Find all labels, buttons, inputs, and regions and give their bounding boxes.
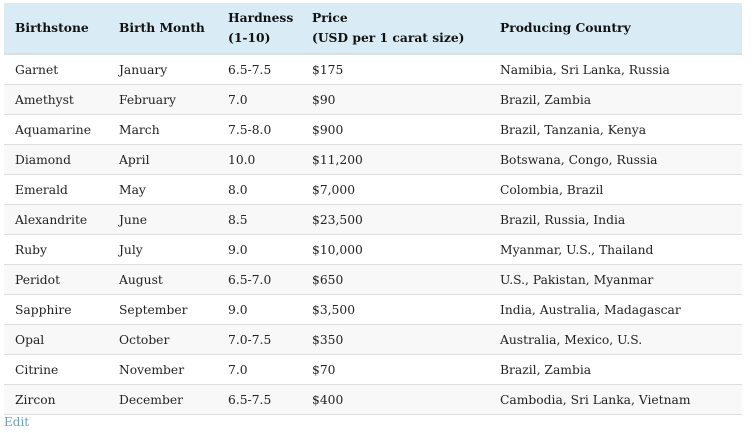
header-line: Birth Month	[119, 20, 205, 35]
cell-price: $90	[301, 84, 489, 115]
cell-producing-country: Brazil, Zambia	[489, 354, 742, 385]
cell-birthstone: Aquamarine	[4, 114, 108, 145]
cell-price: $23,500	[301, 204, 489, 235]
cell-price: $70	[301, 354, 489, 385]
cell-birth-month: May	[108, 174, 217, 205]
cell-birth-month: June	[108, 204, 217, 235]
birthstone-table: Birthstone Birth Month Hardness (1-10) Price…	[4, 3, 742, 415]
cell-producing-country: Australia, Mexico, U.S.	[489, 324, 742, 355]
cell-birth-month: February	[108, 84, 217, 115]
table-row: Amethyst February 7.0 $90 Brazil, Zambia	[4, 84, 742, 115]
header-line: (USD per 1 carat size)	[312, 30, 465, 45]
edit-link[interactable]: Edit	[4, 415, 30, 429]
cell-hardness: 8.0	[217, 174, 301, 205]
cell-hardness: 7.0	[217, 354, 301, 385]
table-header-row: Birthstone Birth Month Hardness (1-10) Price…	[4, 3, 742, 55]
cell-birth-month: August	[108, 264, 217, 295]
cell-birth-month: September	[108, 294, 217, 325]
cell-birth-month: July	[108, 234, 217, 265]
cell-birthstone: Ruby	[4, 234, 108, 265]
cell-producing-country: Brazil, Russia, India	[489, 204, 742, 235]
cell-hardness: 6.5-7.0	[217, 264, 301, 295]
header-price: Price (USD per 1 carat size)	[301, 3, 489, 55]
cell-birth-month: April	[108, 144, 217, 175]
header-birthstone: Birthstone	[4, 3, 108, 55]
cell-price: $3,500	[301, 294, 489, 325]
cell-birthstone: Emerald	[4, 174, 108, 205]
cell-birthstone: Citrine	[4, 354, 108, 385]
cell-hardness: 9.0	[217, 234, 301, 265]
cell-producing-country: Myanmar, U.S., Thailand	[489, 234, 742, 265]
header-line: Producing Country	[500, 20, 631, 35]
cell-producing-country: India, Australia, Madagascar	[489, 294, 742, 325]
header-line: Price	[312, 10, 348, 25]
cell-producing-country: Colombia, Brazil	[489, 174, 742, 205]
cell-price: $350	[301, 324, 489, 355]
cell-price: $900	[301, 114, 489, 145]
table-row: Alexandrite June 8.5 $23,500 Brazil, Russia,…	[4, 204, 742, 235]
table-row: Opal October 7.0-7.5 $350 Australia, Mexico,…	[4, 324, 742, 355]
cell-hardness: 6.5-7.5	[217, 54, 301, 85]
cell-birth-month: November	[108, 354, 217, 385]
cell-price: $11,200	[301, 144, 489, 175]
table-row: Sapphire September 9.0 $3,500 India, Austral…	[4, 294, 742, 325]
cell-producing-country: U.S., Pakistan, Myanmar	[489, 264, 742, 295]
cell-hardness: 7.0-7.5	[217, 324, 301, 355]
cell-hardness: 10.0	[217, 144, 301, 175]
cell-price: $400	[301, 384, 489, 415]
table-row: Citrine November 7.0 $70 Brazil, Zambia	[4, 354, 742, 385]
table-row: Aquamarine March 7.5-8.0 $900 Brazil, Tanzan…	[4, 114, 742, 145]
cell-birth-month: December	[108, 384, 217, 415]
table-row: Zircon December 6.5-7.5 $400 Cambodia, Sri L…	[4, 384, 742, 415]
cell-producing-country: Brazil, Tanzania, Kenya	[489, 114, 742, 145]
cell-hardness: 8.5	[217, 204, 301, 235]
cell-birth-month: October	[108, 324, 217, 355]
cell-hardness: 9.0	[217, 294, 301, 325]
cell-price: $10,000	[301, 234, 489, 265]
cell-birthstone: Amethyst	[4, 84, 108, 115]
table-row: Emerald May 8.0 $7,000 Colombia, Brazil	[4, 174, 742, 205]
cell-birth-month: March	[108, 114, 217, 145]
cell-producing-country: Cambodia, Sri Lanka, Vietnam	[489, 384, 742, 415]
table-row: Garnet January 6.5-7.5 $175 Namibia, Sri Lan…	[4, 54, 742, 85]
header-producing-country: Producing Country	[489, 3, 742, 55]
cell-birthstone: Zircon	[4, 384, 108, 415]
cell-producing-country: Namibia, Sri Lanka, Russia	[489, 54, 742, 85]
cell-birthstone: Opal	[4, 324, 108, 355]
cell-price: $7,000	[301, 174, 489, 205]
cell-birthstone: Diamond	[4, 144, 108, 175]
header-hardness: Hardness (1-10)	[217, 3, 301, 55]
cell-birthstone: Sapphire	[4, 294, 108, 325]
cell-hardness: 7.5-8.0	[217, 114, 301, 145]
cell-price: $175	[301, 54, 489, 85]
header-line: Birthstone	[15, 20, 89, 35]
cell-birthstone: Garnet	[4, 54, 108, 85]
table-row: Diamond April 10.0 $11,200 Botswana, Congo, …	[4, 144, 742, 175]
cell-price: $650	[301, 264, 489, 295]
cell-hardness: 6.5-7.5	[217, 384, 301, 415]
header-line: Hardness	[228, 10, 294, 25]
cell-hardness: 7.0	[217, 84, 301, 115]
header-line: (1-10)	[228, 30, 271, 45]
cell-birthstone: Alexandrite	[4, 204, 108, 235]
cell-producing-country: Botswana, Congo, Russia	[489, 144, 742, 175]
cell-producing-country: Brazil, Zambia	[489, 84, 742, 115]
cell-birth-month: January	[108, 54, 217, 85]
table-row: Peridot August 6.5-7.0 $650 U.S., Pakistan, …	[4, 264, 742, 295]
cell-birthstone: Peridot	[4, 264, 108, 295]
header-birth-month: Birth Month	[108, 3, 217, 55]
table-row: Ruby July 9.0 $10,000 Myanmar, U.S., Thailan…	[4, 234, 742, 265]
